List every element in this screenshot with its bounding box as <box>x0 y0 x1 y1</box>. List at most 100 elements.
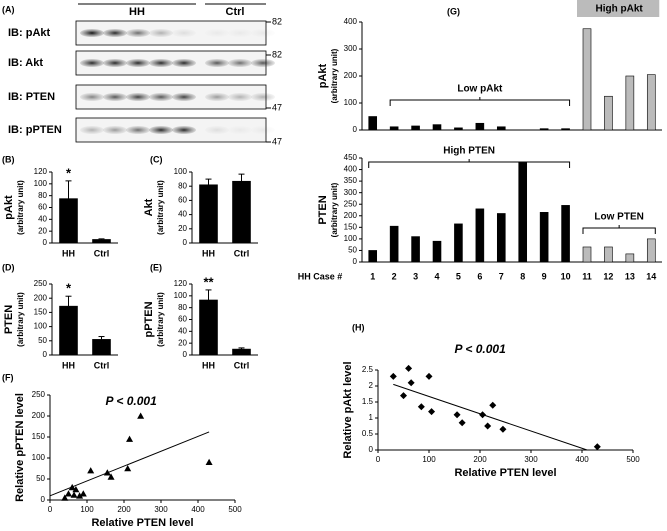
x-tick-label: 9 <box>542 271 547 281</box>
y-tick-label: 250 <box>344 199 358 208</box>
mw-marker: 82 <box>272 49 282 59</box>
y-tick-label: 0 <box>183 238 188 247</box>
blot-band <box>172 93 196 101</box>
blot-band <box>80 29 104 37</box>
y-tick-label: 100 <box>174 291 188 300</box>
point <box>400 392 407 400</box>
y-tick-label: 0 <box>41 495 46 504</box>
blot-band <box>103 126 127 134</box>
x-tick-label: 200 <box>117 505 131 514</box>
y-tick-label: 60 <box>38 203 47 212</box>
bar <box>475 208 485 263</box>
y-axis-unit: (arbitrary unit) <box>156 292 165 347</box>
x-tick-label: Ctrl <box>94 360 110 370</box>
point <box>417 403 425 411</box>
bar <box>604 95 613 131</box>
x-tick-label: 7 <box>499 271 504 281</box>
y-tick-label: 20 <box>178 224 187 233</box>
x-tick-label: 13 <box>625 271 635 281</box>
y-tick-label: 200 <box>344 71 358 80</box>
y-tick-label: 50 <box>348 246 357 255</box>
mw-marker: 82 <box>272 16 282 26</box>
y-tick-label: 60 <box>178 196 187 205</box>
panel-label: (C) <box>150 154 163 164</box>
y-tick-label: 0 <box>183 350 188 359</box>
bar <box>232 348 251 356</box>
x-tick-label: Ctrl <box>94 248 110 258</box>
y-tick-label: 100 <box>34 322 48 331</box>
x-tick-label: 400 <box>191 505 205 514</box>
y-tick-label: 1.5 <box>362 397 374 406</box>
blot-band <box>251 59 275 67</box>
blot-band <box>228 29 252 37</box>
y-tick-label: 40 <box>178 326 187 335</box>
y-axis-unit: (arbitrary unit) <box>156 180 165 235</box>
bar <box>582 246 592 263</box>
bar <box>59 305 78 356</box>
y-tick-label: 100 <box>174 167 188 176</box>
bar <box>92 339 111 356</box>
blot-band <box>172 29 196 37</box>
y-tick-label: 100 <box>344 234 358 243</box>
panel-label: (F) <box>2 372 14 382</box>
x-axis-label: HH Case # <box>298 271 343 281</box>
bar <box>368 116 378 131</box>
blot-band <box>228 93 252 101</box>
x-tick-label: 5 <box>456 271 461 281</box>
y-tick-label: 120 <box>174 279 188 288</box>
y-tick-label: 450 <box>344 153 358 162</box>
bar <box>582 28 592 131</box>
y-tick-label: 20 <box>178 338 187 347</box>
x-tick-label: 300 <box>154 505 168 514</box>
y-axis-label: Relative pPTEN level <box>14 393 26 502</box>
x-tick-label: 200 <box>473 455 487 464</box>
bar <box>368 250 378 263</box>
y-tick-label: 80 <box>38 191 47 200</box>
point <box>405 364 413 372</box>
blot-band <box>149 59 173 67</box>
point <box>72 486 80 493</box>
y-tick-label: 150 <box>34 308 48 317</box>
bar <box>199 184 218 244</box>
bar <box>389 126 399 131</box>
point <box>137 412 145 419</box>
y-tick-label: 40 <box>38 214 47 223</box>
y-tick-label: 400 <box>344 17 358 26</box>
point <box>489 401 497 409</box>
bar <box>454 127 463 131</box>
y-tick-label: 0.5 <box>362 429 374 438</box>
panel-label: (E) <box>150 262 162 272</box>
y-tick-label: 80 <box>178 181 187 190</box>
point <box>87 467 95 474</box>
bar <box>539 212 549 263</box>
y-tick-label: 100 <box>344 98 358 107</box>
point <box>107 473 115 480</box>
x-tick-label: 400 <box>575 455 589 464</box>
x-tick-label: 8 <box>520 271 525 281</box>
trendline <box>393 383 588 451</box>
y-axis-unit: (arbitrary unit) <box>330 48 339 103</box>
point <box>499 425 507 433</box>
x-tick-label: 12 <box>603 271 613 281</box>
y-tick-label: 100 <box>34 179 48 188</box>
y-tick-label: 120 <box>34 167 48 176</box>
bar <box>432 124 442 131</box>
y-tick-label: 100 <box>32 453 46 462</box>
x-tick-label: 500 <box>228 505 242 514</box>
bar <box>496 213 506 263</box>
panel-label: (D) <box>2 262 15 272</box>
y-tick-label: 20 <box>38 226 47 235</box>
y-tick-label: 250 <box>34 279 48 288</box>
point <box>453 411 461 419</box>
bar <box>232 180 251 244</box>
y-axis-unit: (arbitrary unit) <box>16 180 25 235</box>
x-tick-label: 10 <box>561 271 571 281</box>
annotation: High PTEN <box>443 146 495 157</box>
group-label: HH <box>129 6 145 18</box>
y-tick-label: 2.5 <box>362 365 374 374</box>
bar <box>389 225 399 263</box>
point <box>484 422 492 430</box>
bar <box>199 299 218 356</box>
y-tick-label: 250 <box>32 390 46 399</box>
